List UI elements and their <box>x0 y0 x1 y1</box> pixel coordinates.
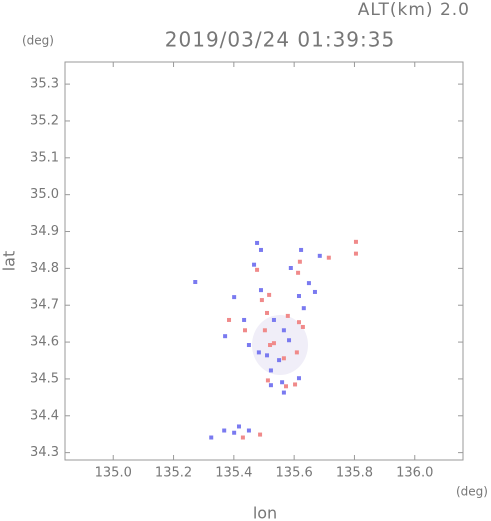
echo-pixel <box>288 266 293 271</box>
echo-pixel <box>255 240 260 245</box>
y-tick-label: 35.3 <box>30 77 59 92</box>
echo-pixel <box>222 428 227 433</box>
x-tick-label: 135.6 <box>276 466 313 481</box>
echo-pixel <box>284 384 289 389</box>
chart-title: 2019/03/24 01:39:35 <box>165 28 395 52</box>
echo-pixel <box>236 424 241 429</box>
x-unit: (deg) <box>456 485 488 499</box>
echo-pixel <box>294 350 299 355</box>
echo-pixel <box>232 295 237 300</box>
y-axis-label: lat <box>0 251 19 272</box>
echo-pixel <box>296 294 301 299</box>
echo-pixel <box>232 430 237 435</box>
echo-pixel <box>306 281 311 286</box>
echo-pixel <box>353 251 358 256</box>
y-tick-label: 35.2 <box>30 113 59 128</box>
echo-pixel <box>300 324 305 329</box>
echo-pixel <box>256 350 261 355</box>
echo-pixel <box>259 298 264 303</box>
plot-frame <box>64 61 464 461</box>
echo-pixel <box>258 247 263 252</box>
echo-pixel <box>280 380 285 385</box>
echo-pixel <box>285 313 290 318</box>
y-tick-label: 35.1 <box>30 150 59 165</box>
echo-pixel <box>277 358 282 363</box>
echo-pixel <box>281 390 286 395</box>
y-tick-label: 34.5 <box>30 371 59 386</box>
y-tick-label: 35.0 <box>30 187 59 202</box>
echo-pixel <box>271 317 276 322</box>
echo-pixel <box>312 289 317 294</box>
echo-pixel <box>268 343 273 348</box>
echo-pixel <box>255 267 260 272</box>
echo-pixel <box>268 368 273 373</box>
echo-pixel <box>223 334 228 339</box>
echo-pixel <box>287 338 292 343</box>
y-tick-label: 34.9 <box>30 224 59 239</box>
y-tick-label: 34.3 <box>30 445 59 460</box>
echo-pixel <box>281 356 286 361</box>
y-tick-label: 34.7 <box>30 298 59 313</box>
echo-pixel <box>242 317 247 322</box>
echo-pixel <box>265 310 270 315</box>
x-tick-label: 135.4 <box>215 466 252 481</box>
x-tick-label: 135.8 <box>336 466 373 481</box>
echo-pixel <box>258 432 263 437</box>
y-unit: (deg) <box>22 34 54 48</box>
echo-pixel <box>353 239 358 244</box>
echo-pixel <box>299 247 304 252</box>
echo-pixel <box>297 259 302 264</box>
echo-pixel <box>265 378 270 383</box>
echo-pixel <box>326 255 331 260</box>
echo-pixel <box>301 306 306 311</box>
echo-pixel <box>240 435 245 440</box>
echo-pixel <box>265 353 270 358</box>
y-tick-label: 34.6 <box>30 335 59 350</box>
x-tick-label: 135.0 <box>95 466 132 481</box>
echo-pixel <box>262 328 267 333</box>
echo-pixel <box>252 262 257 267</box>
echo-pixel <box>246 343 251 348</box>
x-tick-label: 135.2 <box>155 466 192 481</box>
echo-pixel <box>296 320 301 325</box>
echo-pixel <box>293 382 298 387</box>
echo-pixel <box>209 435 214 440</box>
echo-pixel <box>267 292 272 297</box>
echo-pixel <box>268 383 273 388</box>
echo-pixel <box>296 270 301 275</box>
y-tick-label: 34.4 <box>30 408 59 423</box>
y-tick-label: 34.8 <box>30 261 59 276</box>
echo-pixel <box>281 328 286 333</box>
echo-pixel <box>227 317 232 322</box>
echo-pixel <box>243 328 248 333</box>
subtitle: ALT(km) 2.0 <box>358 0 470 20</box>
echo-pixel <box>246 428 251 433</box>
x-tick-label: 136.0 <box>396 466 433 481</box>
x-axis-label: lon <box>253 504 277 521</box>
echo-pixel <box>296 376 301 381</box>
echo-pixel <box>258 288 263 293</box>
echo-pixel <box>317 253 322 258</box>
echo-pixel <box>271 341 276 346</box>
echo-pixel <box>193 280 198 285</box>
